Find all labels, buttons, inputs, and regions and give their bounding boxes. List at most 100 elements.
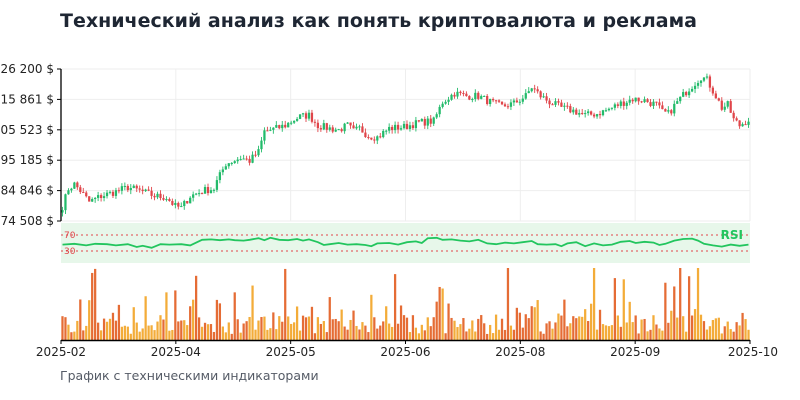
volume-bar xyxy=(337,321,340,340)
volume-bar xyxy=(325,332,328,340)
candle-body xyxy=(156,193,159,198)
candle-body xyxy=(548,100,551,105)
volume-bar xyxy=(613,278,617,340)
candle-body xyxy=(307,112,311,119)
candle-body xyxy=(447,99,450,102)
volume-bar xyxy=(610,325,614,340)
candle-body xyxy=(595,114,599,117)
candle-body xyxy=(601,110,605,116)
candle-body xyxy=(393,124,397,131)
volume-bar xyxy=(483,323,486,340)
volume-bar xyxy=(447,303,450,340)
candle-body xyxy=(126,185,129,191)
volume-bar xyxy=(376,328,379,340)
candle-body xyxy=(664,109,667,112)
volume-bar xyxy=(702,321,706,340)
candle-body xyxy=(738,120,741,127)
candle-body xyxy=(257,149,260,156)
candle-body xyxy=(711,87,715,94)
candle-body xyxy=(566,105,569,107)
volume-bar xyxy=(91,272,94,340)
volume-bar xyxy=(269,328,272,340)
candle-body xyxy=(239,159,242,161)
candle-body xyxy=(209,190,213,194)
candle-body xyxy=(290,122,293,124)
candle-body xyxy=(233,161,236,163)
candle-body xyxy=(189,197,192,204)
volume-bar xyxy=(735,322,738,340)
candle-body xyxy=(242,158,245,160)
candle-body xyxy=(102,196,106,199)
candle-body xyxy=(367,137,370,139)
y-tick-label: 95 185 $ xyxy=(1,153,54,167)
volume-bar xyxy=(426,317,429,340)
volume-bar xyxy=(278,316,281,340)
candle-body xyxy=(370,137,373,140)
volume-bar xyxy=(441,288,444,340)
candle-body xyxy=(536,89,539,92)
volume-bar xyxy=(194,275,198,340)
candle-body xyxy=(248,158,251,163)
candle-body xyxy=(539,91,542,98)
candle-body xyxy=(598,114,602,116)
volume-bar xyxy=(218,303,222,340)
candle-body xyxy=(245,158,248,160)
x-tick-label: 2025-10 xyxy=(728,345,778,359)
candle-body xyxy=(474,92,477,100)
volume-bar xyxy=(239,332,242,340)
candle-body xyxy=(616,104,619,106)
volume-bar xyxy=(551,328,554,340)
candle-body xyxy=(117,190,121,192)
volume-bar xyxy=(233,292,236,340)
volume-bar xyxy=(539,331,542,340)
volume-bar xyxy=(272,312,275,340)
volume-bar xyxy=(575,318,578,340)
candle-body xyxy=(391,126,394,131)
volume-bar xyxy=(729,329,732,340)
volume-bar xyxy=(236,319,239,340)
candle-body xyxy=(444,101,447,104)
candle-body xyxy=(518,101,521,103)
volume-bar xyxy=(411,315,415,340)
volume-bar xyxy=(138,331,141,340)
volume-bar xyxy=(147,325,150,340)
candle-body xyxy=(489,99,492,105)
candle-body xyxy=(263,130,266,141)
volume-bar xyxy=(465,331,468,340)
volume-bar xyxy=(420,324,423,340)
candle-body xyxy=(625,102,628,106)
candle-body xyxy=(144,189,147,192)
candle-body xyxy=(174,202,177,205)
candle-body xyxy=(186,200,189,204)
rsi-label: RSI xyxy=(721,228,743,242)
candle-body xyxy=(91,199,94,202)
candle-body xyxy=(450,94,453,100)
candle-body xyxy=(141,189,144,192)
candle-body xyxy=(667,110,670,112)
candle-body xyxy=(417,120,420,122)
candle-body xyxy=(426,118,429,126)
volume-bar xyxy=(391,326,394,340)
volume-bar xyxy=(408,332,412,340)
volume-bar xyxy=(99,330,103,340)
volume-bar xyxy=(310,306,314,340)
candle-body xyxy=(456,91,459,97)
volume-bar xyxy=(254,329,257,340)
volume-bar xyxy=(548,321,551,340)
candle-body xyxy=(551,104,554,106)
candle-body xyxy=(643,99,646,103)
volume-bar xyxy=(355,325,358,340)
volume-bar xyxy=(423,330,426,340)
volume-bar xyxy=(512,329,516,340)
candle-body xyxy=(284,124,287,128)
volume-bar xyxy=(679,268,682,340)
volume-bar xyxy=(414,327,418,340)
candle-body xyxy=(111,191,115,196)
rsi-oversold-label: 30 xyxy=(64,247,76,257)
rsi-overbought-label: 70 xyxy=(64,231,76,241)
candle-body xyxy=(194,193,198,195)
volume-bar xyxy=(506,268,510,340)
candle-body xyxy=(150,190,153,196)
candle-body xyxy=(506,106,510,108)
candle-body xyxy=(714,93,717,99)
